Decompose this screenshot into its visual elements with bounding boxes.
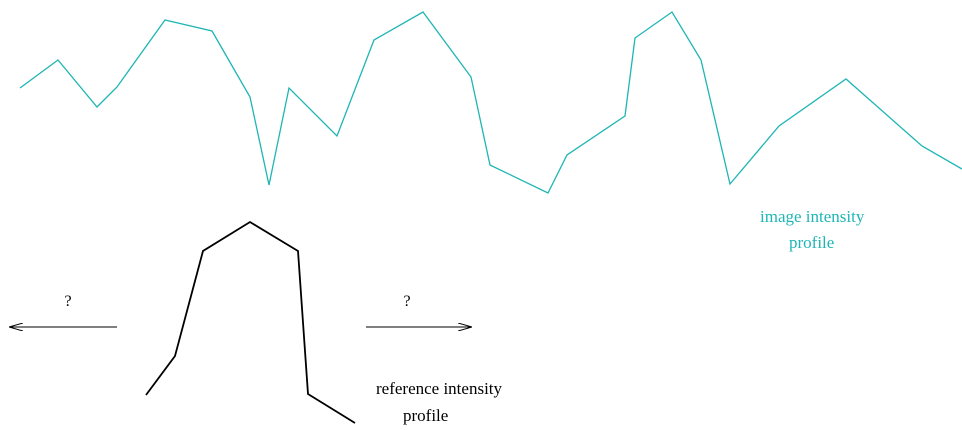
image-profile-label-line2: profile bbox=[789, 233, 834, 252]
image-intensity-profile-line bbox=[19, 11, 962, 194]
reference-profile-label-line2: profile bbox=[403, 406, 448, 425]
reference-intensity-profile-line bbox=[145, 220, 356, 424]
left-arrow-question-mark: ? bbox=[64, 293, 71, 310]
reference-profile-label-line1: reference intensity bbox=[376, 379, 503, 398]
image-profile-label-line1: image intensity bbox=[760, 207, 865, 226]
right-arrow-question-mark: ? bbox=[403, 293, 410, 310]
